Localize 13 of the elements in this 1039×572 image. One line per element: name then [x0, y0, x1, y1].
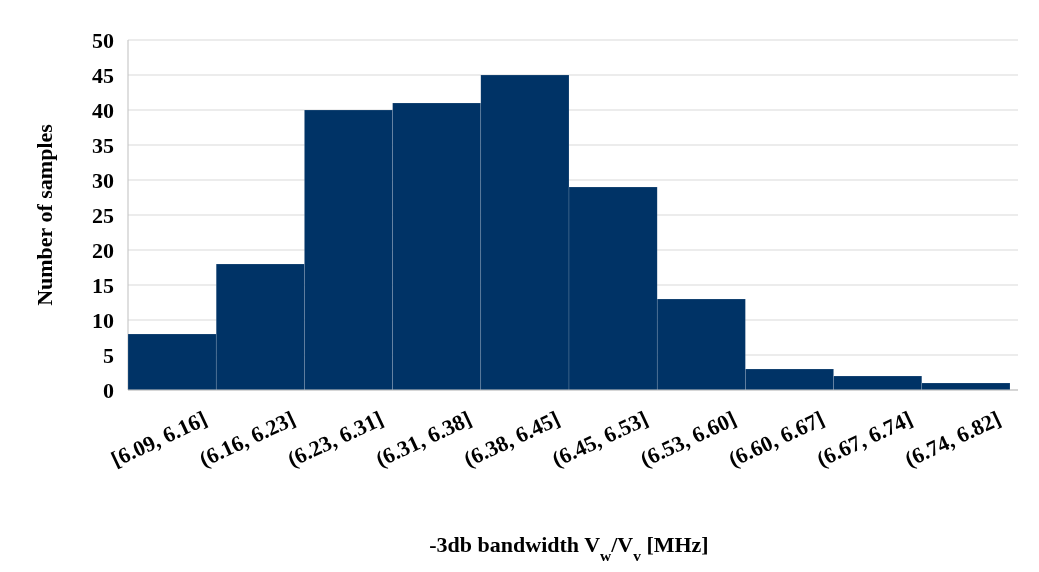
y-tick-label: 10 [92, 307, 114, 333]
x-axis-title: -3db bandwidth V$_{w}$/V$_{v}$ [MHz] [429, 532, 709, 564]
y-tick-label: 0 [103, 377, 114, 403]
y-tick-label: 15 [92, 272, 114, 298]
y-tick-label: 35 [92, 132, 114, 158]
y-tick-label: 5 [103, 342, 114, 368]
y-axis-title: Number of samples [32, 123, 57, 306]
y-tick-label: 25 [92, 202, 114, 228]
y-tick-label: 30 [92, 167, 114, 193]
y-tick-label: 50 [92, 27, 114, 53]
y-tick-label: 45 [92, 62, 114, 88]
y-tick-label: 20 [92, 237, 114, 263]
y-tick-label: 40 [92, 97, 114, 123]
